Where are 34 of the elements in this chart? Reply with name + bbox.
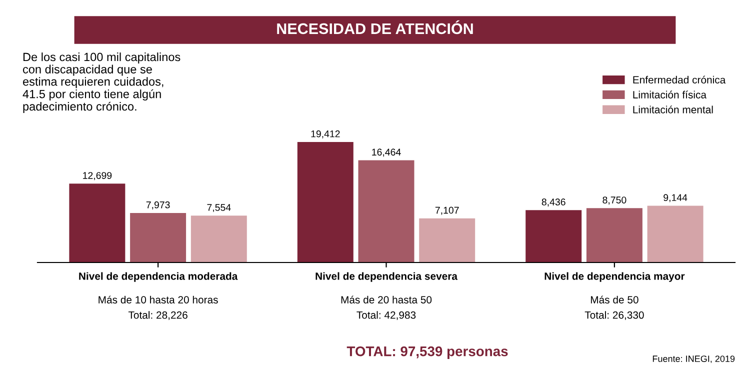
data-label: 8,436 xyxy=(542,198,566,207)
data-label: 9,144 xyxy=(664,194,688,202)
text: Total: 28,226 xyxy=(128,311,188,320)
text: Más de 10 hasta 20 horas xyxy=(98,296,218,304)
data-label: 16,464 xyxy=(372,148,401,157)
legend-label: Enfermedad crónica xyxy=(633,76,726,84)
x-tick-label: Nivel de dependencia severa xyxy=(316,272,458,282)
text: TOTAL: 97,539 personas xyxy=(346,346,508,359)
bar xyxy=(526,210,582,262)
chart-title: NECESIDAD DE ATENCIÓN xyxy=(277,20,473,34)
legend-label: Limitación física xyxy=(633,90,707,98)
text: Más de 50 xyxy=(590,296,638,304)
bar xyxy=(297,142,354,262)
bar xyxy=(358,160,414,262)
chart-subtitle: De los casi 100 mil capitalinos con discapacidad que se estima requieren cuidados, 41.5 por ciento tiene algún padecimiento crónico. xyxy=(22,52,180,113)
text: Total: 26,330 xyxy=(584,311,644,320)
source-note: Fuente: INEGI, 2019 xyxy=(652,356,735,364)
data-label: 7,973 xyxy=(146,201,170,210)
data-label: 7,107 xyxy=(435,206,459,215)
bar xyxy=(647,206,704,262)
bar xyxy=(419,218,476,262)
x-tick-label: Nivel de dependencia mayor xyxy=(544,272,685,282)
bar xyxy=(190,216,247,262)
data-label: 12,699 xyxy=(83,172,112,180)
legend-label: Limitación mental xyxy=(633,106,713,114)
data-label: 19,412 xyxy=(311,130,340,138)
bar xyxy=(69,184,126,262)
bar xyxy=(130,212,186,262)
text: Total: 42,983 xyxy=(356,311,416,320)
data-label: 7,554 xyxy=(207,204,231,212)
bar xyxy=(586,208,642,262)
data-label: 8,750 xyxy=(602,196,626,205)
text: Más de 20 hasta 50 xyxy=(341,296,432,304)
x-tick-label: Nivel de dependencia moderada xyxy=(79,272,238,282)
